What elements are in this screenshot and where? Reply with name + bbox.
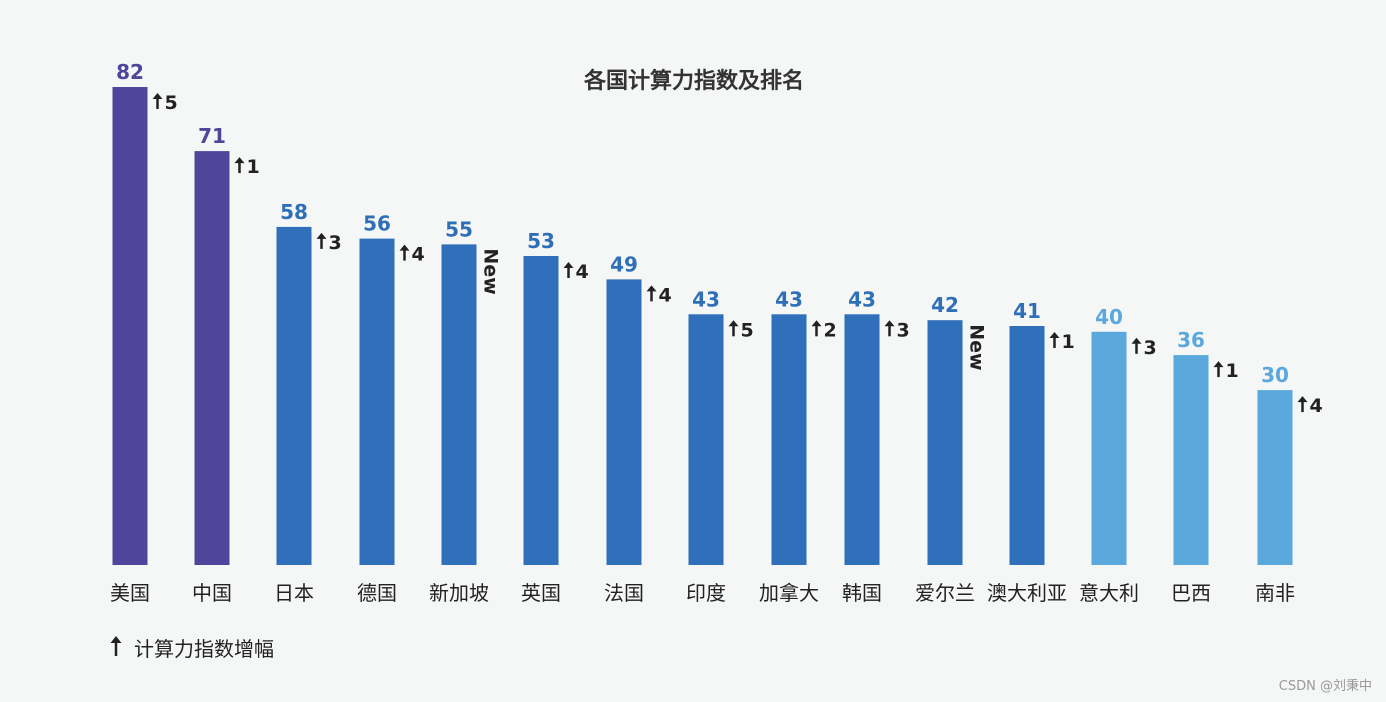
rank-change: 4 bbox=[1297, 395, 1323, 417]
arrow-up-icon bbox=[399, 244, 410, 261]
bar bbox=[441, 244, 477, 565]
category-label: 韩国 bbox=[842, 581, 882, 605]
bars-layer bbox=[112, 87, 1293, 565]
value-label: 30 bbox=[1261, 363, 1289, 387]
legend: 计算力指数增幅 bbox=[110, 636, 274, 661]
arrow-up-icon bbox=[728, 320, 739, 337]
bar bbox=[1257, 390, 1293, 565]
bar bbox=[844, 314, 880, 565]
bar bbox=[1091, 331, 1127, 565]
legend-arrow-up-icon bbox=[110, 636, 122, 656]
rank-change-value: 4 bbox=[412, 244, 425, 266]
category-label: 德国 bbox=[357, 581, 397, 605]
arrow-up-icon bbox=[1049, 332, 1060, 348]
value-label: 41 bbox=[1013, 299, 1041, 323]
arrow-up-icon bbox=[1131, 337, 1142, 354]
arrow-up-icon bbox=[234, 157, 245, 174]
value-label: 53 bbox=[527, 229, 555, 253]
rank-change: 4 bbox=[399, 244, 425, 266]
category-labels-layer: 美国 中国 日本 德国 新加坡 英国 法国 印度 加拿大 韩国 爱尔兰 澳大利亚 意大利 巴西 南非 bbox=[110, 581, 1295, 605]
rank-change-value: 4 bbox=[659, 284, 672, 306]
arrow-up-icon bbox=[646, 285, 657, 302]
value-label: 49 bbox=[610, 252, 638, 276]
arrow-up-icon bbox=[1213, 361, 1224, 378]
category-label: 意大利 bbox=[1079, 581, 1139, 605]
rank-change-value: 1 bbox=[1226, 360, 1239, 382]
category-label: 新加坡 bbox=[429, 581, 489, 605]
bar bbox=[771, 314, 807, 565]
bar bbox=[523, 256, 559, 565]
value-label: 43 bbox=[775, 287, 803, 311]
value-label: 56 bbox=[363, 212, 391, 236]
arrow-up-icon bbox=[1297, 396, 1308, 413]
bar bbox=[606, 279, 642, 565]
rank-change-value: 3 bbox=[1144, 337, 1157, 359]
category-label: 澳大利亚 bbox=[987, 581, 1067, 605]
bar bbox=[1173, 355, 1209, 565]
legend-label: 计算力指数增幅 bbox=[134, 637, 274, 661]
rank-change-value: 5 bbox=[165, 92, 178, 114]
watermark: CSDN @刘秉中 bbox=[1279, 678, 1372, 694]
chart-title: 各国计算力指数及排名 bbox=[583, 68, 804, 94]
value-label: 58 bbox=[280, 200, 308, 224]
value-label: 71 bbox=[198, 124, 226, 148]
rank-change-value: 3 bbox=[329, 232, 342, 254]
rank-change: 5 bbox=[152, 92, 178, 114]
category-label: 南非 bbox=[1255, 581, 1295, 605]
arrow-up-icon bbox=[316, 232, 327, 249]
category-label: 美国 bbox=[110, 581, 150, 605]
category-label: 日本 bbox=[274, 581, 314, 605]
bar bbox=[276, 226, 312, 565]
value-label: 43 bbox=[692, 287, 720, 311]
rank-change: 4 bbox=[563, 261, 589, 283]
bar bbox=[359, 238, 395, 565]
category-label: 法国 bbox=[604, 581, 644, 605]
rank-change-value: 1 bbox=[247, 156, 260, 178]
rank-change-value: 1 bbox=[1062, 331, 1075, 353]
rank-change-value: 5 bbox=[741, 319, 754, 341]
rank-change: 3 bbox=[316, 232, 342, 254]
rank-change-value: 4 bbox=[576, 261, 589, 283]
rank-change-value: 4 bbox=[1310, 395, 1323, 417]
rank-change: 4 bbox=[646, 284, 672, 306]
rank-change: 5 bbox=[728, 319, 754, 341]
bar bbox=[1009, 326, 1045, 565]
value-label: 55 bbox=[445, 217, 473, 241]
new-entry-label: New bbox=[480, 248, 502, 294]
bar bbox=[927, 320, 963, 565]
rank-change: 2 bbox=[811, 319, 837, 341]
rank-change: 1 bbox=[1049, 331, 1075, 353]
category-label: 加拿大 bbox=[759, 581, 819, 605]
bar bbox=[194, 151, 230, 565]
value-label: 82 bbox=[116, 60, 144, 84]
rank-change-value: 3 bbox=[897, 319, 910, 341]
category-label: 爱尔兰 bbox=[915, 581, 975, 605]
rank-change: 1 bbox=[1213, 360, 1239, 382]
bar bbox=[112, 87, 148, 565]
category-label: 英国 bbox=[521, 581, 561, 605]
value-label: 40 bbox=[1095, 305, 1123, 329]
value-label: 36 bbox=[1177, 328, 1205, 352]
value-label: 43 bbox=[848, 287, 876, 311]
arrow-up-icon bbox=[884, 320, 895, 337]
category-label: 印度 bbox=[686, 581, 726, 605]
category-label: 巴西 bbox=[1171, 581, 1211, 605]
rank-change-layer: 5 1 3 4 New 4 4 5 2 3 New 1 3 1 4 bbox=[152, 92, 1323, 417]
rank-change-value: 2 bbox=[824, 319, 837, 341]
rank-change: 1 bbox=[234, 156, 260, 178]
new-entry-label: New bbox=[966, 324, 988, 370]
arrow-up-icon bbox=[811, 320, 822, 337]
arrow-up-icon bbox=[563, 262, 574, 278]
value-label: 42 bbox=[931, 293, 959, 317]
arrow-up-icon bbox=[152, 93, 163, 109]
rank-change: 3 bbox=[884, 319, 910, 341]
rank-change: 3 bbox=[1131, 337, 1157, 359]
category-label: 中国 bbox=[192, 581, 232, 605]
bar bbox=[688, 314, 724, 565]
